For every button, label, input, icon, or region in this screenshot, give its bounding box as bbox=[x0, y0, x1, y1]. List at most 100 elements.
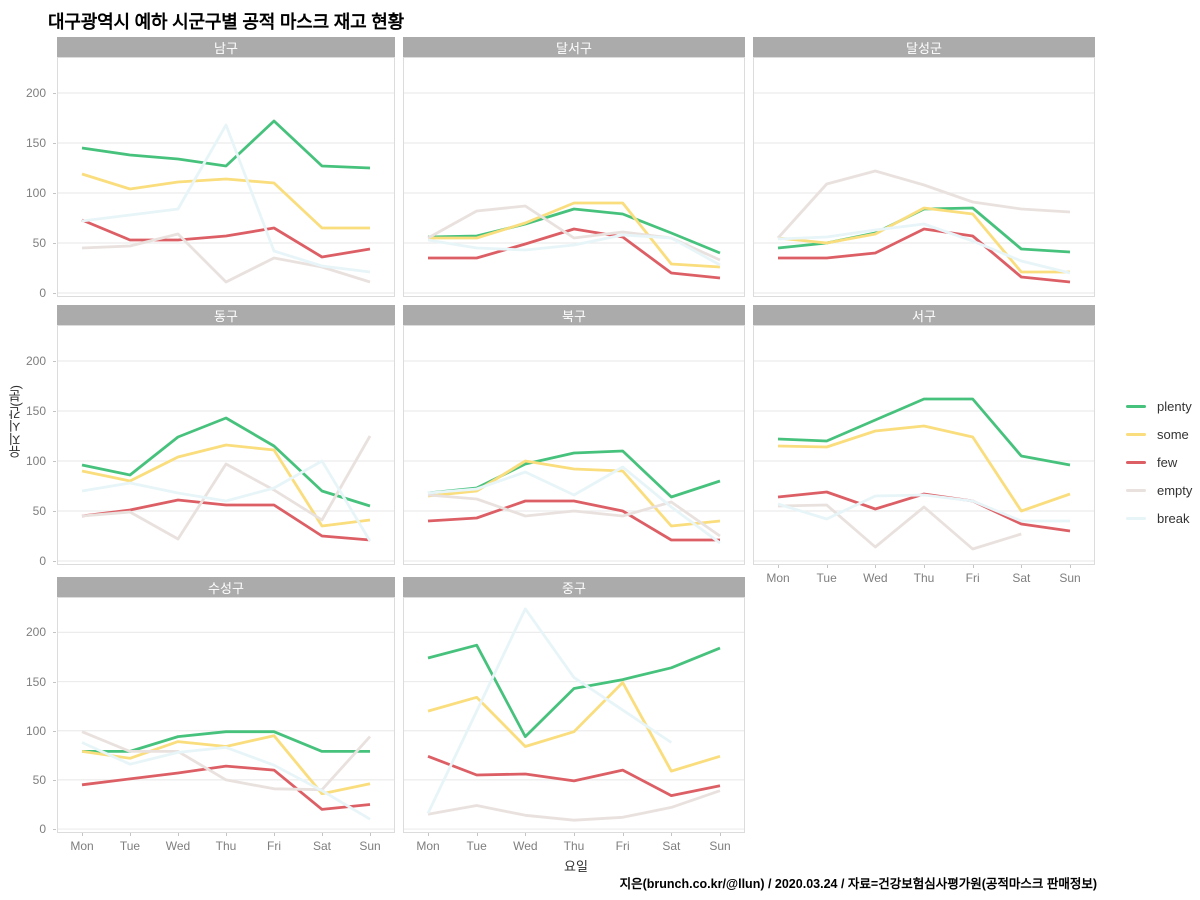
x-tick-label: Tue bbox=[119, 839, 141, 853]
x-tick-mark bbox=[226, 833, 227, 836]
x-tick-label: Sun bbox=[1059, 571, 1081, 585]
y-tick-label: 150 bbox=[25, 136, 46, 150]
x-tick-mark bbox=[720, 833, 721, 836]
x-tick-mark bbox=[274, 833, 275, 836]
x-axis-title: 요일 bbox=[564, 859, 588, 874]
x-tick-label: Wed bbox=[863, 571, 888, 585]
y-tick-mark bbox=[53, 632, 56, 634]
x-tick-label: Wed bbox=[513, 839, 538, 853]
series-line-break bbox=[777, 222, 1071, 275]
y-tick-label: 50 bbox=[32, 504, 46, 518]
facet-strip: 북구 bbox=[403, 305, 745, 325]
legend-label: few bbox=[1157, 454, 1178, 470]
y-tick-label: 0 bbox=[39, 822, 46, 837]
facet-panel bbox=[753, 325, 1095, 565]
x-tick-label: Sat bbox=[662, 839, 681, 853]
y-tick-mark bbox=[53, 361, 56, 362]
y-tick-mark bbox=[53, 681, 56, 683]
series-line-empty bbox=[427, 493, 721, 538]
facet-strip: 동구 bbox=[57, 305, 395, 325]
x-tick-label: Fri bbox=[965, 571, 980, 585]
y-tick-mark bbox=[53, 730, 56, 732]
series-line-empty bbox=[777, 503, 1022, 551]
y-tick-label: 150 bbox=[25, 404, 46, 418]
legend-label: some bbox=[1157, 426, 1189, 442]
y-tick-label: 100 bbox=[25, 186, 46, 200]
facet-strip: 중구 bbox=[403, 577, 745, 597]
legend-line-swatch-few bbox=[1126, 460, 1146, 464]
y-tick-label: 100 bbox=[25, 723, 46, 738]
series-line-break bbox=[427, 465, 721, 545]
x-tick-mark bbox=[574, 833, 575, 836]
series-line-some bbox=[81, 443, 371, 528]
legend-item-break: break bbox=[1126, 504, 1192, 532]
x-tick-mark bbox=[130, 833, 131, 836]
facet-strip: 수성구 bbox=[57, 577, 395, 597]
x-tick-mark bbox=[622, 833, 624, 836]
y-tick-label: 200 bbox=[25, 86, 46, 100]
y-tick-label: 50 bbox=[32, 236, 46, 250]
x-tick-label: Thu bbox=[913, 571, 935, 585]
y-tick-mark bbox=[53, 243, 56, 244]
series-line-few bbox=[778, 227, 1071, 284]
series-line-some bbox=[427, 681, 721, 773]
x-tick-label: Thu bbox=[563, 839, 585, 853]
x-tick-mark bbox=[322, 833, 323, 836]
series-line-empty bbox=[776, 169, 1071, 239]
legend-line-swatch-empty bbox=[1126, 488, 1146, 492]
series-line-break bbox=[426, 607, 673, 814]
series-line-some bbox=[428, 201, 721, 269]
x-tick-label: Tue bbox=[816, 571, 837, 585]
x-tick-label: Wed bbox=[165, 839, 191, 853]
y-tick-mark bbox=[53, 779, 56, 781]
x-tick-label: Thu bbox=[215, 839, 237, 853]
y-tick-label: 200 bbox=[25, 354, 46, 368]
y-tick-mark bbox=[53, 143, 56, 144]
series-line-some bbox=[777, 424, 1071, 513]
x-tick-label: Sun bbox=[359, 839, 381, 853]
facet-panel bbox=[57, 57, 395, 297]
series-line-plenty bbox=[427, 207, 721, 255]
series-line-few bbox=[81, 498, 371, 542]
x-tick-label: Sat bbox=[1012, 571, 1031, 585]
series-line-few bbox=[81, 218, 371, 259]
x-tick-mark bbox=[1021, 565, 1023, 568]
facet-panel bbox=[403, 325, 745, 565]
x-tick-mark bbox=[370, 833, 371, 836]
series-line-few bbox=[427, 499, 720, 542]
x-tick-label: Mon bbox=[766, 571, 790, 585]
series-line-break bbox=[81, 123, 371, 274]
facet-panel bbox=[57, 325, 395, 565]
facet-strip: 달서구 bbox=[403, 37, 745, 57]
series-line-some bbox=[81, 172, 370, 230]
x-tick-label: Sun bbox=[709, 839, 731, 853]
legend-label: plenty bbox=[1157, 398, 1192, 414]
legend-item-plenty: plenty bbox=[1126, 392, 1192, 420]
legend: plenty some few empty break bbox=[1126, 392, 1192, 532]
y-tick-label: 100 bbox=[25, 454, 46, 468]
x-tick-mark bbox=[826, 565, 828, 568]
series-line-plenty bbox=[81, 119, 371, 170]
x-tick-label: Fri bbox=[615, 839, 630, 853]
chart-caption: 지은(brunch.co.kr/@llun) / 2020.03.24 / 자료… bbox=[619, 877, 1097, 891]
y-tick-mark bbox=[53, 829, 56, 831]
y-tick-mark bbox=[53, 193, 56, 194]
x-tick-mark bbox=[875, 565, 877, 568]
y-tick-mark bbox=[53, 93, 56, 94]
legend-label: empty bbox=[1157, 482, 1193, 498]
y-tick-label: 0 bbox=[39, 286, 46, 300]
legend-line-swatch-some bbox=[1126, 432, 1146, 436]
facet-strip: 서구 bbox=[753, 305, 1095, 325]
x-tick-mark bbox=[178, 833, 179, 836]
legend-line-swatch-break bbox=[1126, 516, 1146, 520]
y-tick-label: 0 bbox=[39, 554, 46, 568]
series-line-some bbox=[777, 206, 1070, 274]
legend-item-some: some bbox=[1126, 420, 1192, 448]
series-line-break bbox=[81, 459, 372, 542]
y-tick-mark bbox=[53, 411, 56, 412]
x-tick-mark bbox=[476, 833, 478, 836]
series-line-break bbox=[777, 493, 1070, 523]
series-line-few bbox=[81, 764, 371, 811]
series-line-plenty bbox=[81, 416, 371, 508]
